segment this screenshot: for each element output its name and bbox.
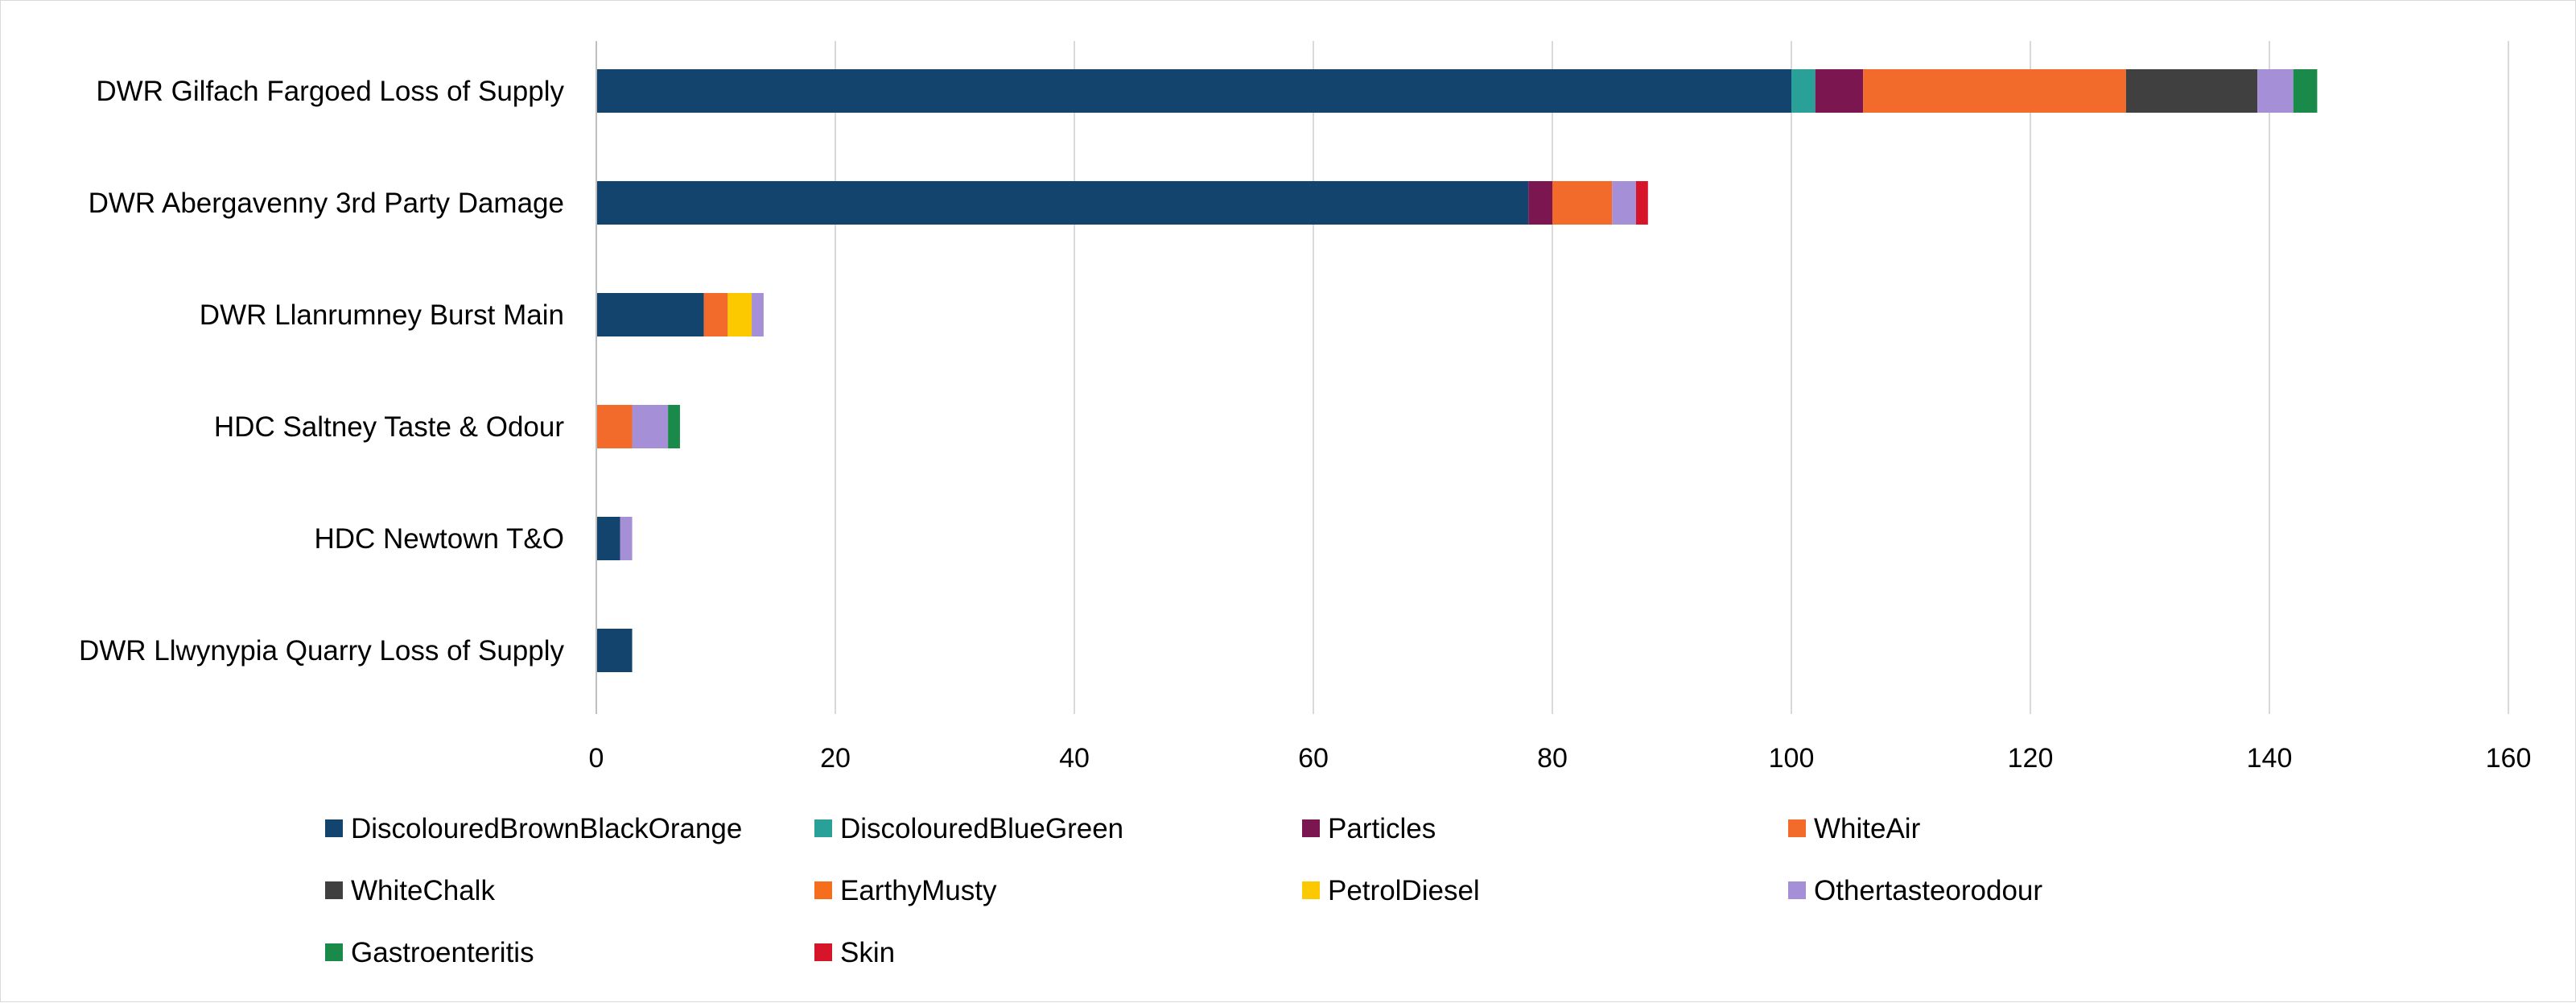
legend-swatch-discolouredbluegreen [814, 819, 832, 837]
axes: 0 20 40 60 80 100 120 140 160 DWR Gilfach Fargoed… [79, 41, 2531, 774]
legend-swatch-earthymusty [814, 881, 832, 899]
legend-swatch-skin [814, 943, 832, 961]
legend-label-gastroenteritis: Gastroenteritis [351, 937, 534, 968]
bar-segment-othertasteorodour-hdc-saltney-taste-and-odour [632, 405, 669, 448]
category-label: DWR Gilfach Fargoed Loss of Supply [96, 76, 564, 107]
x-tick-label: 140 [2247, 743, 2293, 774]
bar-segment-whitechalk-dwr-gilfach-fargoed-loss-of-supply [2125, 69, 2258, 113]
category-label: DWR Llanrumney Burst Main [200, 299, 564, 331]
bar-segment-whiteair-dwr-abergavenny-3rd-party-damage [1552, 181, 1613, 225]
bar-segment-discolouredbrownblackorange-dwr-abergavenny-3rd-party-damage [596, 181, 1529, 225]
legend-label-skin: Skin [840, 937, 895, 968]
bar-segment-particles-dwr-abergavenny-3rd-party-damage [1528, 181, 1552, 225]
bar-segment-discolouredbluegreen-dwr-gilfach-fargoed-loss-of-supply [1791, 69, 1816, 113]
gridlines [596, 41, 2509, 714]
legend-swatch-whitechalk [325, 881, 343, 899]
legend: DiscolouredBrownBlackOrange DiscolouredBl… [325, 813, 2042, 968]
legend-label-whiteair: WhiteAir [1814, 813, 1921, 844]
bar-segment-discolouredbrownblackorange-dwr-llwynypia-quarry-loss-of-supply [596, 629, 633, 672]
bar-segment-particles-dwr-gilfach-fargoed-loss-of-supply [1815, 69, 1864, 113]
x-tick-label: 0 [589, 743, 604, 774]
bar-segment-othertasteorodour-dwr-llanrumney-burst-main [752, 293, 764, 336]
bar-segment-whiteair-dwr-llanrumney-burst-main [703, 293, 728, 336]
bar-segment-othertasteorodour-dwr-gilfach-fargoed-loss-of-supply [2257, 69, 2294, 113]
category-label: DWR Llwynypia Quarry Loss of Supply [79, 635, 564, 667]
bar-segment-discolouredbrownblackorange-dwr-llanrumney-burst-main [596, 293, 704, 336]
x-tick-label: 80 [1537, 743, 1568, 774]
legend-label-othertasteorodour: Othertasteorodour [1814, 875, 2042, 906]
legend-label-discolouredbrownblackorange: DiscolouredBrownBlackOrange [351, 813, 742, 844]
category-label: DWR Abergavenny 3rd Party Damage [89, 188, 564, 219]
bars [596, 69, 2318, 672]
legend-swatch-whiteair [1788, 819, 1806, 837]
bar-segment-skin-dwr-abergavenny-3rd-party-damage [1635, 181, 1648, 225]
legend-label-petroldiesel: PetrolDiesel [1328, 875, 1480, 906]
bar-segment-discolouredbrownblackorange-dwr-gilfach-fargoed-loss-of-supply [596, 69, 1791, 113]
x-tick-label: 100 [1769, 743, 1815, 774]
bar-segment-gastroenteritis-dwr-gilfach-fargoed-loss-of-supply [2293, 69, 2318, 113]
bar-segment-whiteair-dwr-gilfach-fargoed-loss-of-supply [1863, 69, 2126, 113]
bar-segment-othertasteorodour-hdc-newtown-tando [620, 517, 633, 560]
category-label: HDC Newtown T&O [314, 523, 564, 555]
x-tick-label: 160 [2486, 743, 2532, 774]
legend-swatch-othertasteorodour [1788, 881, 1806, 899]
legend-label-earthymusty: EarthyMusty [840, 875, 997, 906]
legend-swatch-gastroenteritis [325, 943, 343, 961]
legend-label-particles: Particles [1328, 813, 1436, 844]
category-label: HDC Saltney Taste & Odour [214, 411, 564, 443]
x-tick-label: 60 [1298, 743, 1329, 774]
legend-swatch-petroldiesel [1302, 881, 1320, 899]
legend-label-whitechalk: WhiteChalk [351, 875, 495, 906]
x-tick-label: 40 [1059, 743, 1090, 774]
legend-swatch-discolouredbrownblackorange [325, 819, 343, 837]
bar-segment-whiteair-hdc-saltney-taste-and-odour [596, 405, 633, 448]
legend-label-discolouredbluegreen: DiscolouredBlueGreen [840, 813, 1123, 844]
bar-segment-discolouredbrownblackorange-hdc-newtown-tando [596, 517, 620, 560]
bar-segment-othertasteorodour-dwr-abergavenny-3rd-party-damage [1612, 181, 1636, 225]
legend-swatch-particles [1302, 819, 1320, 837]
bar-segment-gastroenteritis-hdc-saltney-taste-and-odour [668, 405, 680, 448]
x-tick-label: 120 [2008, 743, 2054, 774]
x-tick-label: 20 [820, 743, 851, 774]
bar-segment-petroldiesel-dwr-llanrumney-burst-main [727, 293, 752, 336]
